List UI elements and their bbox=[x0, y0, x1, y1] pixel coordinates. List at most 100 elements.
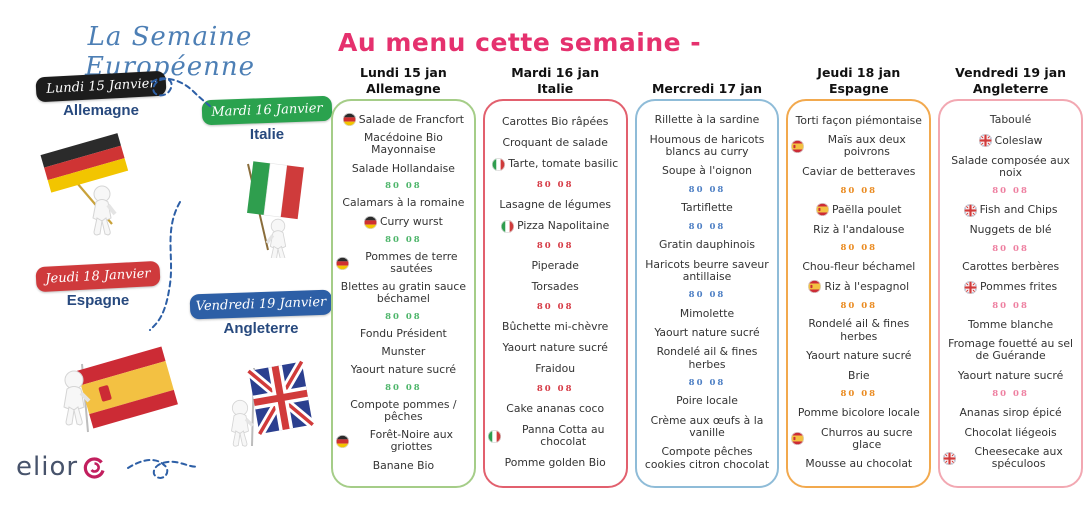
dish-label: Fish and Chips bbox=[979, 203, 1058, 217]
dish-label: Yaourt nature sucré bbox=[654, 326, 760, 339]
dish-item: Rondelé ail & fines herbes bbox=[791, 318, 926, 342]
dish-label: Tomme blanche bbox=[967, 317, 1054, 331]
day-banner-label: Jeudi 18 Janvier bbox=[45, 266, 151, 287]
dish-item: Mimolette bbox=[640, 306, 775, 320]
dish-item: Compote pommes / pêches bbox=[336, 398, 471, 423]
dish-item: Pomme golden Bio bbox=[488, 456, 623, 469]
dish-label: Mousse au chocolat bbox=[805, 457, 913, 471]
dish-item: Pommes de terre sautées bbox=[336, 249, 471, 276]
divider-ornament: 80 08 bbox=[840, 243, 878, 254]
divider-ornament: 80 08 bbox=[688, 184, 726, 195]
dish-item: Haricots beurre saveur antillaise bbox=[640, 257, 775, 283]
column-day-label: Lundi 15 jan bbox=[360, 64, 447, 80]
dish-label: Haricots beurre saveur antillaise bbox=[645, 257, 769, 283]
dish-item: Fondu Président bbox=[336, 327, 471, 340]
country-label-allemagne: Allemagne bbox=[63, 102, 139, 119]
dish-item: Salade Hollandaise bbox=[336, 162, 471, 175]
dish-item: Crème aux œufs à la vanille bbox=[640, 414, 775, 439]
elior-logo-text: elior bbox=[16, 452, 79, 482]
menu-card: Salade de Francfort Macédoine Bio Mayonna… bbox=[331, 99, 476, 488]
uk-flag-icon bbox=[978, 134, 992, 148]
column-country-label: Angleterre bbox=[972, 80, 1049, 96]
column-header: Jeudi 18 jan Espagne bbox=[786, 62, 931, 97]
menu-card: Taboulé Coleslaw Salade composée aux noix 8… bbox=[938, 99, 1083, 488]
dish-label: Curry wurst bbox=[379, 214, 443, 228]
dish-label: Pommes de terre sautées bbox=[365, 249, 458, 276]
dish-item: Fraidou bbox=[488, 363, 623, 375]
dish-label: Compote pêches cookies citron chocolat bbox=[644, 445, 770, 471]
dish-item: Tomme blanche bbox=[943, 317, 1078, 331]
dish-item: Banane Bio bbox=[336, 458, 471, 472]
divider-ornament: 80 08 bbox=[688, 290, 726, 301]
dish-label: Salade de Francfort bbox=[358, 112, 465, 126]
dish-item: Compote pêches cookies citron chocolat bbox=[640, 446, 775, 470]
dish-item: Cake ananas coco bbox=[488, 401, 623, 415]
de-flag-icon bbox=[363, 215, 377, 229]
dish-label: Calamars à la romaine bbox=[342, 196, 465, 210]
dish-label: Banane Bio bbox=[372, 458, 435, 472]
es-flag-icon bbox=[791, 432, 805, 446]
divider-ornament: 80 08 bbox=[385, 311, 422, 322]
dish-label: Yaourt nature sucré bbox=[350, 363, 457, 377]
dish-label: Pomme golden Bio bbox=[504, 456, 606, 469]
dish-item: Lasagne de légumes bbox=[488, 197, 623, 211]
dish-item: Forêt-Noire aux griottes bbox=[336, 429, 471, 453]
es-flag-icon bbox=[808, 280, 822, 294]
dish-item: Piperade bbox=[488, 260, 623, 272]
dish-label: Carottes berbères bbox=[962, 260, 1060, 274]
dish-item: Chou-fleur béchamel bbox=[791, 260, 926, 273]
dish-label: Ananas sirop épicé bbox=[959, 405, 1062, 419]
dish-label: Riz à l'espagnol bbox=[824, 279, 910, 293]
divider-ornament: 80 08 bbox=[840, 300, 878, 311]
elior-swirl-icon bbox=[83, 457, 105, 479]
dish-label: Soupe à l'oignon bbox=[661, 164, 752, 178]
dish-label: Lasagne de légumes bbox=[499, 197, 612, 211]
column-header: Mercredi 17 jan bbox=[635, 62, 780, 97]
dish-item: Chocolat liégeois bbox=[943, 426, 1078, 439]
uk-flag-icon bbox=[943, 451, 957, 465]
dish-item: Coleslaw bbox=[943, 134, 1078, 148]
dish-label: Mimolette bbox=[679, 306, 735, 320]
day-banner-vendredi: Vendredi 19 Janvier bbox=[189, 289, 333, 320]
dish-item: Pomme bicolore locale bbox=[791, 405, 926, 419]
de-flag-icon bbox=[342, 113, 356, 127]
dish-item: Yaourt nature sucré bbox=[943, 368, 1078, 382]
divider-ornament: 80 08 bbox=[992, 243, 1029, 254]
dish-label: Munster bbox=[381, 345, 426, 359]
dish-label: Taboulé bbox=[989, 113, 1032, 127]
divider-ornament: 80 08 bbox=[688, 221, 726, 232]
dish-label: Fromage fouetté au sel de Guérande bbox=[948, 337, 1074, 363]
menu-column-5: Vendredi 19 jan Angleterre Taboulé Coleslaw… bbox=[938, 62, 1083, 488]
dish-item: Torsades bbox=[488, 281, 623, 293]
column-header: Mardi 16 jan Italie bbox=[483, 62, 628, 97]
dish-label: Pommes frites bbox=[979, 280, 1058, 294]
uk-flag-icon bbox=[963, 280, 977, 294]
dish-label: Tarte, tomate basilic bbox=[508, 157, 619, 171]
dish-label: Blettes au gratin sauce béchamel bbox=[340, 280, 466, 306]
dish-item: Yaourt nature sucré bbox=[336, 364, 471, 376]
dish-label: Cheesecake aux spéculoos bbox=[974, 445, 1063, 471]
dish-item: Taboulé bbox=[943, 114, 1078, 126]
divider-ornament: 80 08 bbox=[536, 179, 574, 190]
dish-label: Yaourt nature sucré bbox=[957, 368, 1064, 382]
dish-item: Yaourt nature sucré bbox=[488, 342, 623, 354]
dish-label: Rondelé ail & fines herbes bbox=[808, 317, 910, 343]
uk-flag-icon bbox=[963, 203, 977, 217]
dish-label: Cake ananas coco bbox=[506, 401, 605, 415]
dish-item: Riz à l'andalouse bbox=[791, 223, 926, 236]
de-flag-icon bbox=[336, 256, 349, 270]
dish-label: Pomme bicolore locale bbox=[797, 405, 920, 419]
dish-item: Tartiflette bbox=[640, 202, 775, 214]
divider-ornament: 80 08 bbox=[992, 186, 1029, 197]
dish-item: Ananas sirop épicé bbox=[943, 405, 1078, 419]
it-flag-icon bbox=[487, 429, 501, 443]
left-panel: La Semaine Européenne Lundi 15 Janvier A… bbox=[0, 0, 333, 510]
day-banner-label: Lundi 15 Janvier bbox=[45, 76, 157, 97]
italy-flag-figure bbox=[247, 161, 304, 258]
column-header: Vendredi 19 jan Angleterre bbox=[938, 62, 1083, 97]
column-country-label: Espagne bbox=[828, 80, 889, 96]
dish-label: Panna Cotta au chocolat bbox=[521, 422, 605, 449]
dish-item: Carottes berbères bbox=[943, 261, 1078, 273]
day-banner-label: Vendredi 19 Janvier bbox=[195, 294, 327, 315]
